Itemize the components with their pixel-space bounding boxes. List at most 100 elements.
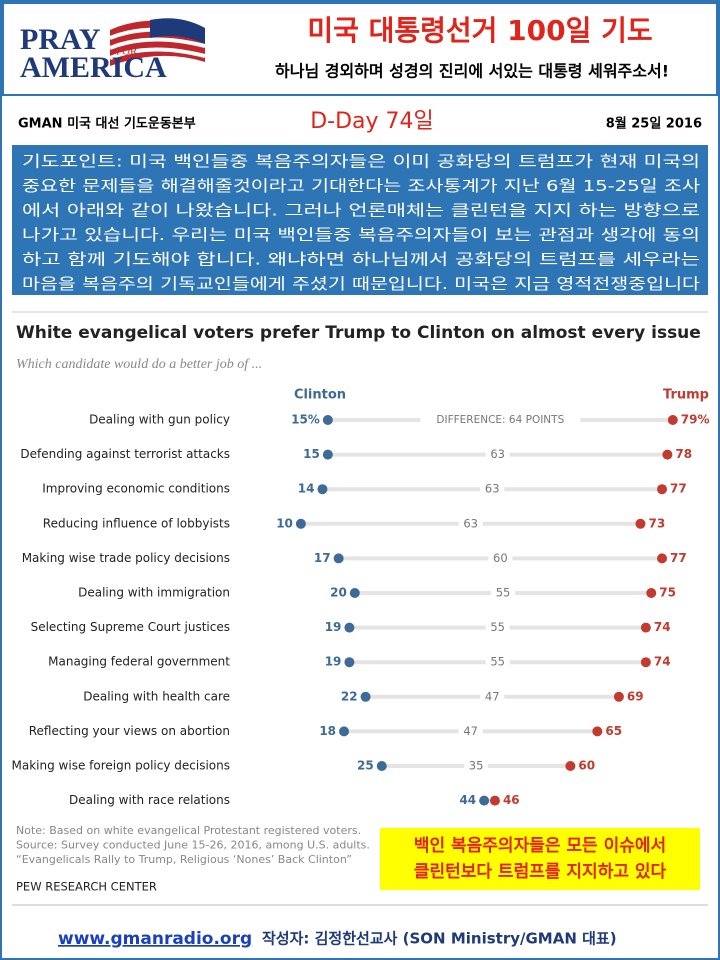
value-label: 10 xyxy=(276,516,293,530)
label-bg xyxy=(491,586,516,600)
dot xyxy=(592,726,603,737)
difference-label: 60 xyxy=(493,551,508,565)
value-label: 77 xyxy=(670,482,687,496)
organization: GMAN 미국 대선 기도운동본부 xyxy=(18,116,196,132)
label-bg xyxy=(464,759,489,773)
value-label: 20 xyxy=(330,586,347,600)
header-title: 미국 대통령선거 100일 기도 xyxy=(307,14,652,47)
prayer-line: 중요한 문제들을 해결해줄것이라고 기대한다는 조사통계가 지난 6월 15-2… xyxy=(22,177,700,195)
value-label: 75 xyxy=(659,586,676,600)
category-label: Reducing influence of lobbyists xyxy=(43,516,230,530)
label-bg xyxy=(485,655,510,670)
label-bg xyxy=(485,620,510,635)
difference-label: 55 xyxy=(490,620,505,634)
dot xyxy=(322,415,333,425)
dot xyxy=(657,484,668,495)
value-label: 73 xyxy=(648,516,665,530)
note: “Evangelicals Rally to Trump, Religious … xyxy=(16,853,352,866)
dot xyxy=(344,622,355,633)
difference-label: 63 xyxy=(463,516,478,530)
logo-text: FOR xyxy=(116,46,138,58)
dot xyxy=(339,726,350,737)
dot xyxy=(322,449,333,460)
dot xyxy=(349,588,360,598)
category-label: Defending against terrorist attacks xyxy=(20,447,230,461)
value-label: 79% xyxy=(681,413,710,427)
prayer-line: 나가고 있습니다. 우리는 미국 백인들중 복음주의자들이 보는 관점과 생각에… xyxy=(22,226,700,244)
difference-label: 55 xyxy=(490,655,505,669)
chart-subtitle: Which candidate would do a better job of… xyxy=(16,357,262,372)
label-bg xyxy=(458,516,483,531)
dot xyxy=(565,761,576,771)
value-label: 60 xyxy=(578,759,595,773)
category-label: Making wise foreign policy decisions xyxy=(12,759,230,773)
dot xyxy=(657,553,668,564)
chart-title: White evangelical voters prefer Trump to… xyxy=(16,323,701,343)
dot xyxy=(489,795,500,806)
category-label: Making wise trade policy decisions xyxy=(22,551,230,565)
difference-label: 47 xyxy=(463,724,478,738)
label-bg xyxy=(485,447,510,462)
prayer-line: 기도포인트: 미국 백인들중 복음주의자들은 이미 공화당의 트럼프가 현재 미… xyxy=(22,153,700,171)
dot xyxy=(333,553,344,564)
dot-plot: Clinton Trump Dealing with gun policy DIFFE… xyxy=(12,388,710,808)
note: Source: Survey conducted June 15-26, 201… xyxy=(16,839,370,852)
dot xyxy=(640,622,651,633)
label-bg xyxy=(480,482,505,497)
prayer-line: 하고 함께 기도해야 합니다. 왜냐하면 하나님께서 공화당의 트럼프를 세우라… xyxy=(22,251,700,269)
dot xyxy=(640,657,651,668)
dot xyxy=(613,691,624,702)
label-bg xyxy=(488,551,513,566)
value-label: 74 xyxy=(654,620,671,634)
category-label: Dealing with race relations xyxy=(69,793,230,807)
category-label: Dealing with gun policy xyxy=(89,413,230,427)
dot xyxy=(360,691,371,702)
prayer-box xyxy=(12,145,708,295)
value-label: 69 xyxy=(627,689,644,703)
prayer-line: 마음을 복음주의 기독교인들에게 주셨기 때문입니다. 미국은 지금 영적전쟁중… xyxy=(22,275,700,293)
label-bg xyxy=(420,413,581,427)
category-label: Selecting Supreme Court justices xyxy=(31,620,230,634)
legend-clinton: Clinton xyxy=(294,388,346,403)
logo-text: AMERICA xyxy=(20,51,167,84)
dot xyxy=(667,415,678,425)
callout-line: 클린턴보다 트럼프를 지지하고 있다 xyxy=(414,862,667,882)
difference-label: 63 xyxy=(485,482,500,496)
value-label: 65 xyxy=(605,724,622,738)
difference-label: 47 xyxy=(485,689,500,703)
header-subtitle: 하나님 경외하며 성경의 진리에 서있는 대통령 세워주소서! xyxy=(275,62,669,81)
dot xyxy=(646,588,657,598)
category-label: Dealing with health care xyxy=(83,689,230,703)
source: PEW RESEARCH CENTER xyxy=(16,880,157,894)
label-bg xyxy=(458,724,483,739)
value-label: 46 xyxy=(503,793,520,807)
value-label: 14 xyxy=(298,482,315,496)
dot xyxy=(317,484,328,495)
dot xyxy=(662,449,673,460)
dot xyxy=(344,657,355,668)
logo-text: PRAY xyxy=(20,23,101,56)
dot xyxy=(295,518,306,529)
prayer-line: 에서 아래와 같이 나왔습니다. 그러나 언론매체는 클린턴을 지지 하는 방향… xyxy=(22,202,700,220)
value-label: 18 xyxy=(319,724,336,738)
value-label: 78 xyxy=(675,447,692,461)
value-label: 19 xyxy=(325,620,342,634)
flag-canton xyxy=(150,18,205,44)
category-label: Managing federal government xyxy=(48,655,230,669)
prayer-text: 기도포인트: 미국 백인들중 복음주의자들은 이미 공화당의 트럼프가 현재 미… xyxy=(22,153,700,294)
category-label: Dealing with immigration xyxy=(78,586,230,600)
difference-label: DIFFERENCE: 64 POINTS xyxy=(436,414,564,426)
category-label: Improving economic conditions xyxy=(42,482,230,496)
value-label: 15% xyxy=(291,413,320,427)
value-label: 17 xyxy=(314,551,331,565)
dot xyxy=(635,518,646,529)
footer-url[interactable]: www.gmanradio.org xyxy=(58,929,252,949)
dot xyxy=(376,761,387,771)
logo: PRAY FOR AMERICA xyxy=(20,18,206,84)
value-label: 15 xyxy=(303,447,320,461)
value-label: 19 xyxy=(325,655,342,669)
date: 8월 25일 2016 xyxy=(606,116,702,132)
